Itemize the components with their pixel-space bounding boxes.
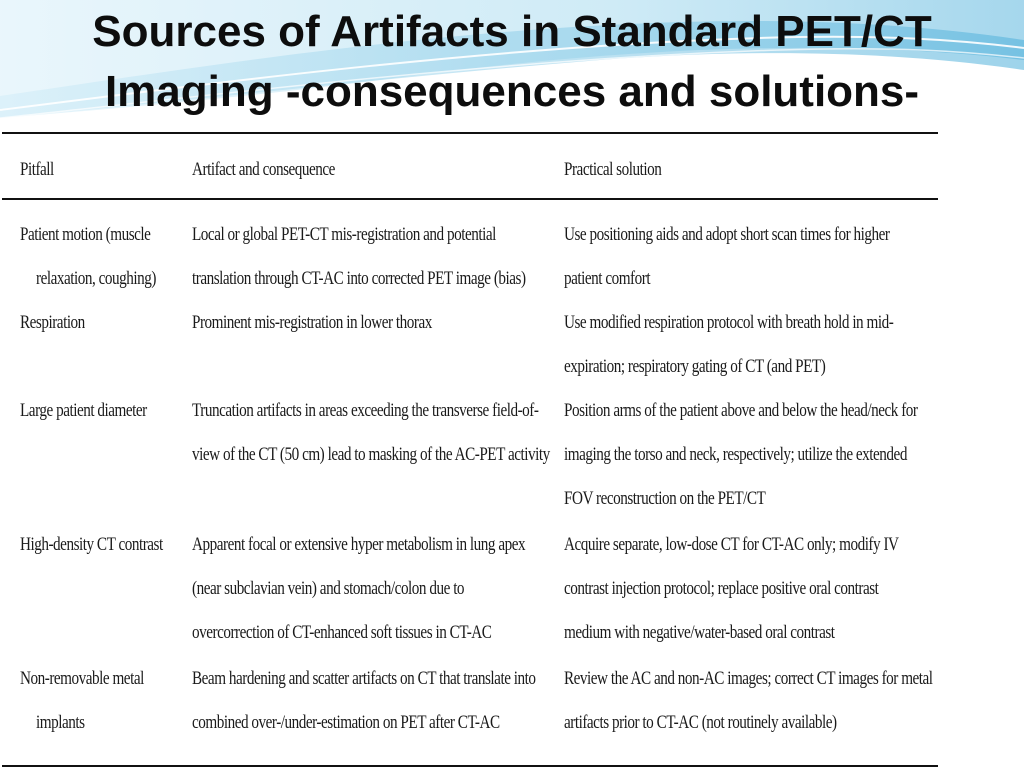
row-metal-pitfall: Non-removable metal implants bbox=[20, 657, 144, 745]
table-bottom-rule bbox=[2, 765, 938, 767]
row-contrast-artifact: Apparent focal or extensive hyper metabo… bbox=[192, 523, 526, 655]
row-motion-artifact: Local or global PET-CT mis-registration … bbox=[192, 213, 526, 301]
cell-line: (near subclavian vein) and stomach/colon… bbox=[192, 578, 465, 599]
row-respiration-solution: Use modified respiration protocol with b… bbox=[564, 301, 894, 389]
cell-line: Use positioning aids and adopt short sca… bbox=[564, 224, 890, 245]
cell-line: Review the AC and non-AC images; correct… bbox=[564, 668, 933, 689]
cell-line: relaxation, coughing) bbox=[36, 268, 156, 289]
cell-line: imaging the torso and neck, respectively… bbox=[564, 444, 907, 465]
table-header-rule bbox=[2, 198, 938, 200]
cell-line: FOV reconstruction on the PET/CT bbox=[564, 488, 766, 509]
cell-line: artifacts prior to CT-AC (not routinely … bbox=[564, 712, 837, 733]
row-metal-solution: Review the AC and non-AC images; correct… bbox=[564, 657, 933, 745]
cell-line: patient comfort bbox=[564, 268, 651, 289]
cell-line: Use modified respiration protocol with b… bbox=[564, 312, 894, 333]
cell-line: contrast injection protocol; replace pos… bbox=[564, 578, 879, 599]
cell-line: Large patient diameter bbox=[20, 400, 147, 421]
row-motion-pitfall: Patient motion (muscle relaxation, cough… bbox=[20, 213, 156, 301]
cell-line: Prominent mis-registration in lower thor… bbox=[192, 312, 432, 333]
cell-line: view of the CT (50 cm) lead to masking o… bbox=[192, 444, 550, 465]
row-respiration-artifact: Prominent mis-registration in lower thor… bbox=[192, 301, 432, 345]
cell-line: Local or global PET-CT mis-registration … bbox=[192, 224, 496, 245]
header-pitfall: Pitfall bbox=[20, 159, 54, 180]
cell-line: Position arms of the patient above and b… bbox=[564, 400, 918, 421]
cell-line: combined over-/under-estimation on PET a… bbox=[192, 712, 500, 733]
title-line-2: Imaging -consequences and solutions- bbox=[104, 67, 920, 116]
row-contrast-solution: Acquire separate, low-dose CT for CT-AC … bbox=[564, 523, 899, 655]
header-solution: Practical solution bbox=[564, 159, 662, 180]
cell-line: translation through CT-AC into corrected… bbox=[192, 268, 526, 289]
row-motion-solution: Use positioning aids and adopt short sca… bbox=[564, 213, 890, 301]
row-diameter-pitfall: Large patient diameter bbox=[20, 389, 147, 433]
row-contrast-pitfall: High-density CT contrast bbox=[20, 523, 163, 567]
cell-line: Respiration bbox=[20, 312, 85, 333]
row-diameter-solution: Position arms of the patient above and b… bbox=[564, 389, 918, 521]
cell-line: implants bbox=[36, 712, 85, 733]
cell-line: Acquire separate, low-dose CT for CT-AC … bbox=[564, 534, 899, 555]
cell-line: Non-removable metal bbox=[20, 668, 144, 689]
cell-line: medium with negative/water-based oral co… bbox=[564, 622, 835, 643]
cell-line: Beam hardening and scatter artifacts on … bbox=[192, 668, 536, 689]
pitfalls-table: Pitfall Artifact and consequence Practic… bbox=[0, 132, 948, 768]
table-top-rule bbox=[2, 132, 938, 134]
slide-title: Sources of Artifacts in Standard PET/CT … bbox=[0, 0, 1024, 132]
row-diameter-artifact: Truncation artifacts in areas exceeding … bbox=[192, 389, 550, 477]
cell-line: overcorrection of CT-enhanced soft tissu… bbox=[192, 622, 492, 643]
header-artifact: Artifact and consequence bbox=[192, 159, 335, 180]
cell-line: Patient motion (muscle bbox=[20, 224, 151, 245]
cell-line: High-density CT contrast bbox=[20, 534, 163, 555]
cell-line: expiration; respiratory gating of CT (an… bbox=[564, 356, 826, 377]
row-respiration-pitfall: Respiration bbox=[20, 301, 85, 345]
cell-line: Apparent focal or extensive hyper metabo… bbox=[192, 534, 526, 555]
cell-line: Truncation artifacts in areas exceeding … bbox=[192, 400, 539, 421]
title-line-1: Sources of Artifacts in Standard PET/CT bbox=[92, 7, 932, 56]
row-metal-artifact: Beam hardening and scatter artifacts on … bbox=[192, 657, 536, 745]
